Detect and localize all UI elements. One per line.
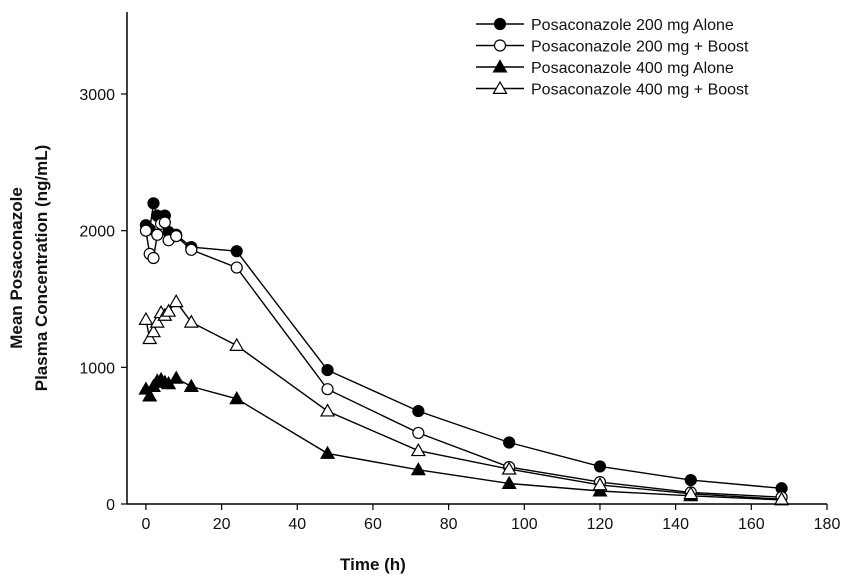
legend: Posaconazole 200 mg Alone Posaconazole 20… (476, 17, 749, 99)
y-tick-label: 1000 (79, 360, 115, 377)
legend-entry-3: Posaconazole 400 mg Alone (476, 59, 734, 77)
data-point (501, 461, 517, 475)
legend-entry-4: Posaconazole 400 mg + Boost (476, 80, 749, 99)
legend-marker (492, 80, 508, 94)
series-line (145, 221, 782, 498)
x-tick-label: 60 (364, 516, 382, 533)
data-point (501, 475, 517, 489)
y-tick-label: 0 (106, 497, 115, 514)
data-point (410, 442, 426, 457)
data-point (147, 197, 160, 210)
data-point (138, 311, 154, 325)
data-point (412, 404, 425, 418)
legend-label: Posaconazole 200 mg + Boost (531, 39, 749, 56)
data-point (410, 462, 426, 476)
data-point (229, 337, 245, 351)
data-point (592, 477, 608, 491)
data-point (503, 436, 516, 449)
data-point (321, 383, 334, 396)
data-point (320, 403, 336, 417)
legend-marker (493, 39, 507, 52)
series-2 (139, 216, 788, 504)
series-4 (138, 294, 790, 505)
x-tick-label: 180 (814, 516, 841, 533)
data-point (168, 370, 184, 384)
data-point (139, 224, 153, 237)
series-line (145, 203, 782, 489)
x-tick-label: 40 (288, 516, 306, 533)
series-layer (138, 197, 790, 506)
legend-label: Posaconazole 400 mg Alone (531, 60, 734, 77)
x-tick-label: 80 (440, 516, 458, 533)
x-tick-label: 160 (738, 516, 765, 533)
data-point (147, 251, 160, 265)
x-tick-label: 20 (213, 516, 231, 533)
x-tick-label: 120 (587, 516, 614, 533)
data-point (161, 303, 177, 317)
x-tick-label: 140 (662, 516, 689, 533)
axes: 0 20 40 60 80 100 120 140 160 180 0 1000 2000 3000 (79, 12, 840, 533)
y-tick-label: 2000 (79, 224, 115, 241)
data-point (683, 486, 699, 500)
data-point (229, 391, 245, 405)
data-point (145, 324, 162, 338)
legend-marker (493, 17, 507, 31)
data-point (321, 363, 334, 377)
data-point (185, 243, 198, 256)
data-point (684, 473, 697, 487)
data-point (183, 314, 199, 328)
data-point (158, 216, 171, 229)
data-point (230, 245, 243, 258)
data-point (142, 388, 158, 402)
data-point (149, 314, 165, 328)
legend-label: Posaconazole 400 mg + Boost (531, 82, 749, 99)
legend-label: Posaconazole 200 mg Alone (531, 17, 734, 34)
y-tick-label: 3000 (79, 87, 115, 104)
data-point (412, 426, 425, 440)
data-point (320, 445, 336, 459)
data-point (170, 230, 183, 243)
data-point (230, 261, 243, 274)
series-3 (138, 370, 790, 506)
y-axis-title-line-1: Mean Posaconazole (7, 187, 26, 349)
data-point (183, 378, 199, 392)
data-point (142, 330, 158, 345)
data-point (774, 491, 790, 505)
x-axis-title: Time (h) (340, 555, 406, 574)
legend-marker (492, 59, 508, 73)
legend-entry-1: Posaconazole 200 mg Alone (476, 17, 734, 34)
y-axis-title-line-2: Plasma Concentration (ng/mL) (32, 145, 51, 392)
x-tick-label: 0 (141, 516, 150, 533)
data-point (151, 228, 164, 241)
data-point (593, 460, 607, 473)
x-tick-label: 100 (511, 516, 538, 533)
data-point (168, 294, 184, 308)
legend-entry-2: Posaconazole 200 mg + Boost (476, 39, 749, 56)
